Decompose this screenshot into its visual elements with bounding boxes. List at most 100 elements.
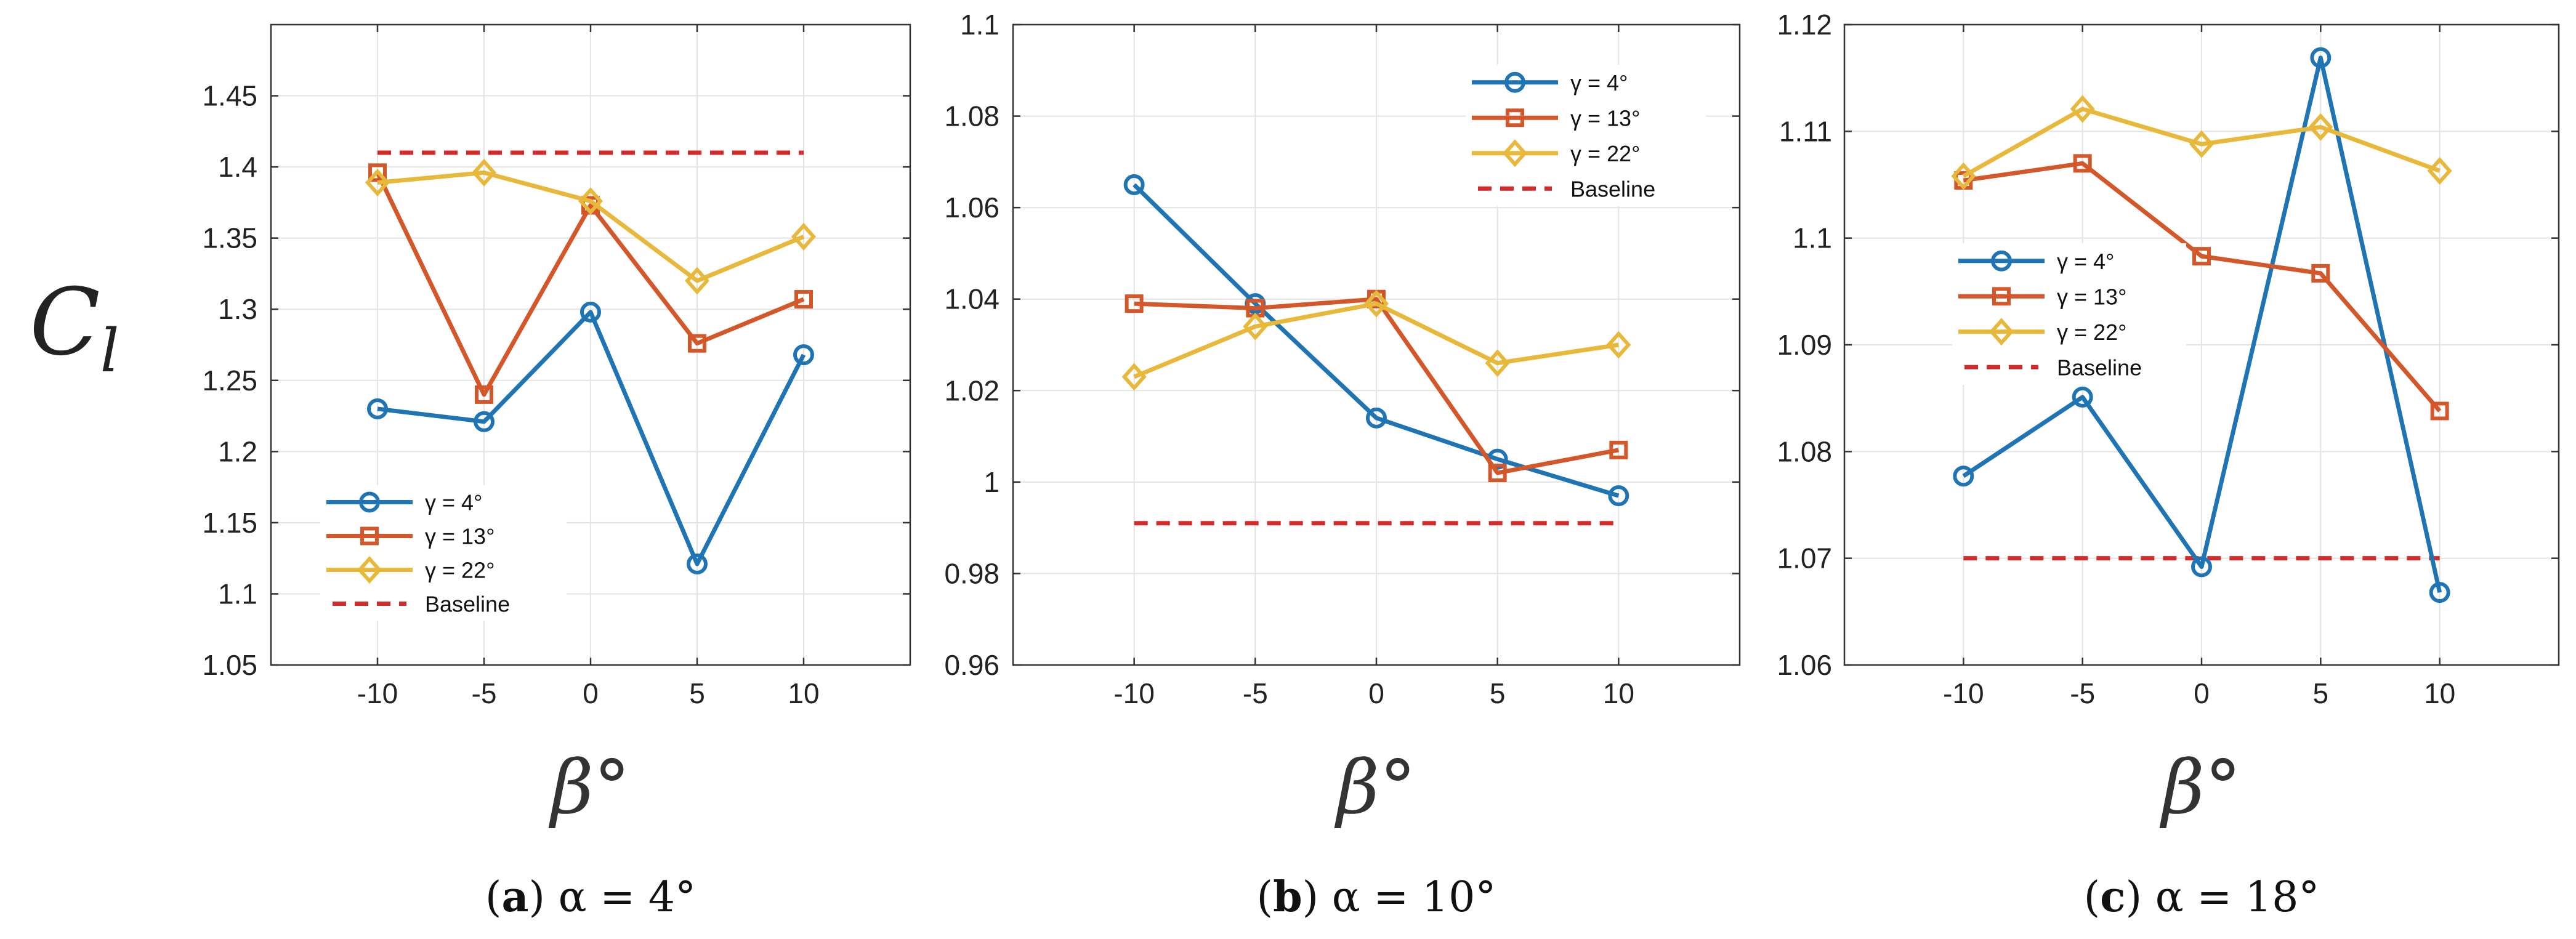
y-tick-label: 0.96	[944, 649, 999, 681]
data-point	[2430, 401, 2449, 421]
y-tick-label: 1.45	[202, 80, 257, 112]
y-tick-label: 1.3	[218, 293, 257, 325]
caption-paren-open: (	[485, 873, 502, 922]
legend-label: γ = 22°	[2057, 320, 2126, 345]
x-axis-label: β°	[1334, 745, 1416, 831]
series-line	[377, 170, 805, 283]
panels: -10 -5 0 5 101.051.11.151.21.251.31.351.41.4…	[202, 9, 2560, 922]
legend-label: Baseline	[425, 592, 510, 617]
legend-label: γ = 22°	[425, 558, 495, 583]
data-point	[1243, 312, 1268, 341]
x-tick-label: -5	[472, 677, 497, 709]
data-point	[684, 267, 710, 295]
data-point	[578, 187, 604, 216]
legend: γ = 4° γ = 13° γ = 22° Baseline	[1466, 65, 1706, 206]
data-point	[1124, 294, 1144, 313]
data-point	[2311, 264, 2330, 283]
data-point	[580, 301, 601, 323]
data-point	[1363, 289, 1389, 318]
x-tick-label: 5	[689, 677, 705, 709]
y-tick-label: 1.1	[218, 578, 257, 610]
caption-text: α = 10°	[1332, 873, 1496, 922]
data-point	[1121, 363, 1147, 391]
series-line	[377, 310, 806, 566]
data-point	[1609, 440, 1628, 459]
data-point	[2191, 556, 2212, 578]
legend-label: γ = 13°	[425, 524, 495, 549]
legend-label: γ = 4°	[2057, 249, 2114, 274]
y-tick-label: 1.08	[1777, 435, 1832, 467]
legend-label: γ = 13°	[1570, 105, 1640, 131]
legend-box	[1466, 65, 1706, 206]
y-tick-label: 1.06	[1777, 649, 1832, 681]
legend-marker	[1502, 139, 1528, 167]
series-3	[1951, 95, 2452, 190]
data-point	[475, 385, 493, 404]
data-point	[1123, 174, 1145, 195]
x-tick-label: 0	[1368, 677, 1384, 709]
y-tick-label: 1.08	[944, 100, 999, 132]
legend: γ = 4° γ = 13° γ = 22° Baseline	[320, 485, 567, 621]
chart-panel-c: -10 -5 0 5 10 1.06 1.07 1.08 1.09 1.1 1.11 1.12 γ = …	[1777, 9, 2560, 922]
caption-paren-open: (	[1257, 873, 1274, 922]
y-tick-label: 1	[983, 466, 999, 498]
data-point	[794, 290, 813, 309]
caption-paren-close: )	[2126, 873, 2155, 922]
chart-panel-a: -10 -5 0 5 10 1.05 1.1 1.15 1.2 1.25 1.3 1.35 1.4 1.4…	[202, 23, 911, 922]
series-line	[1963, 161, 2442, 413]
caption: (a) α = 4°	[485, 873, 696, 922]
y-tick-label: 1.35	[202, 222, 257, 254]
series-2	[1124, 289, 1628, 482]
x-tick-label: -5	[2070, 677, 2095, 709]
y-tick-label: 1.02	[944, 374, 999, 406]
series-line	[1133, 301, 1619, 379]
caption-letter: b	[1273, 873, 1302, 922]
data-point	[688, 334, 706, 353]
caption-text: α = 4°	[559, 873, 696, 922]
series-line	[1962, 55, 2442, 593]
data-point	[2073, 154, 2092, 173]
data-point	[2070, 95, 2095, 123]
x-tick-label: 5	[1490, 677, 1506, 709]
x-axis-label: β°	[2159, 745, 2241, 831]
x-axis-label: β°	[548, 745, 630, 831]
legend-label: Baseline	[1570, 176, 1655, 201]
y-axis-label: Cl	[30, 269, 119, 385]
legend-label: γ = 13°	[2057, 284, 2126, 309]
x-tick-label: 0	[583, 677, 599, 709]
chart-panel-b: -10 -5 0 5 10 0.96 0.98 1 1.02 1.04 1.06 1.08 1.1 γ =…	[944, 9, 1741, 922]
data-point	[2429, 582, 2450, 603]
data-point	[368, 163, 387, 182]
x-tick-label: -5	[1243, 677, 1268, 709]
legend-marker	[359, 491, 380, 513]
caption-paren-close: )	[1302, 873, 1332, 922]
y-tick-label: 1.11	[1779, 115, 1832, 147]
legend-label: γ = 4°	[425, 490, 482, 515]
legend-box	[1952, 243, 2186, 385]
x-tick-label: 0	[2194, 677, 2210, 709]
legend-label: Baseline	[2057, 355, 2142, 380]
legend-marker	[1992, 287, 2011, 306]
data-point	[2192, 247, 2211, 266]
data-point	[793, 344, 814, 366]
x-tick-label: 10	[2424, 677, 2455, 709]
data-point	[365, 169, 390, 197]
y-axis-label-main: C	[30, 269, 100, 376]
legend-marker	[1991, 250, 2012, 272]
data-point	[1606, 331, 1631, 359]
y-tick-label: 1.07	[1777, 542, 1832, 574]
data-point	[1953, 465, 1974, 487]
y-tick-label: 1.1	[960, 9, 999, 41]
legend-marker	[357, 555, 382, 584]
data-point	[367, 398, 388, 419]
y-tick-label: 1.04	[944, 283, 999, 315]
x-tick-label: -10	[1113, 677, 1154, 709]
y-tick-label: 1.4	[218, 151, 257, 183]
y-tick-label: 1.06	[944, 191, 999, 224]
y-tick-label: 1.15	[202, 507, 257, 539]
y-tick-label: 1.1	[1793, 222, 1832, 254]
data-point	[1608, 485, 1629, 507]
legend-marker	[1504, 71, 1525, 93]
series-3	[365, 158, 817, 295]
